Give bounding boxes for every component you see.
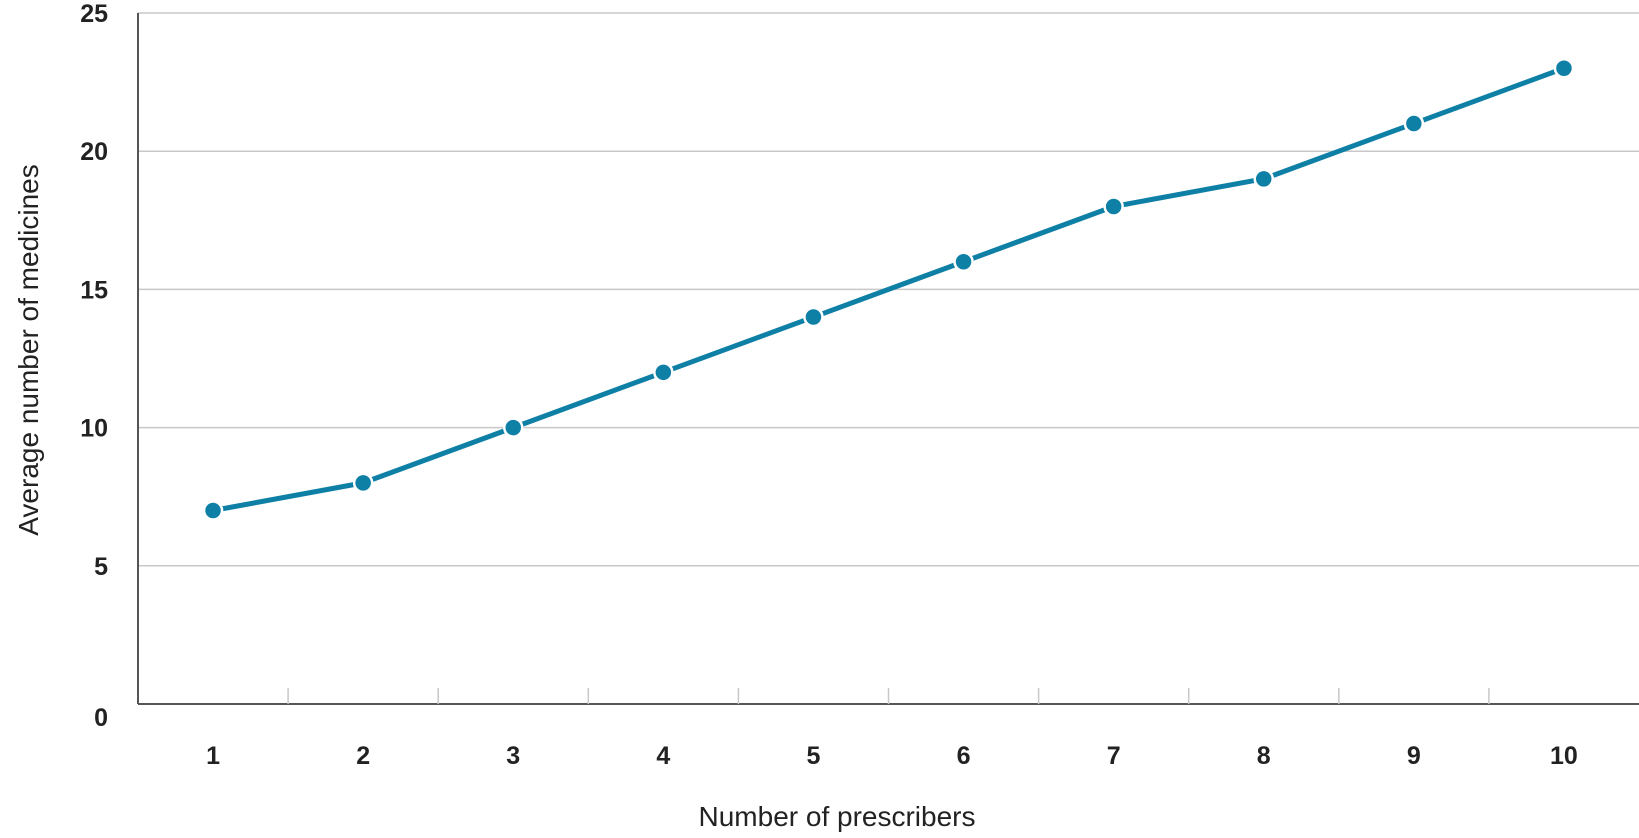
x-tick-label-4: 4 <box>656 742 670 770</box>
y-tick-label-15: 15 <box>80 276 108 304</box>
x-tick-label-5: 5 <box>806 742 820 770</box>
data-point-8 <box>1253 168 1274 190</box>
x-tick-label-8: 8 <box>1257 742 1271 770</box>
x-tick-label-10: 10 <box>1550 742 1578 770</box>
data-point-10 <box>1553 58 1575 79</box>
y-tick-label-25: 25 <box>80 0 108 28</box>
y-tick-labels: 0 5 10 15 20 25 <box>80 0 108 732</box>
x-tick-label-9: 9 <box>1407 742 1421 770</box>
x-tick-label-3: 3 <box>506 742 520 770</box>
x-tick-labels: 1 2 3 4 5 6 7 8 9 10 <box>206 742 1578 770</box>
data-point-4 <box>653 362 674 383</box>
data-point-1 <box>202 500 224 521</box>
data-point-2 <box>352 472 374 494</box>
y-tick-label-0: 0 <box>94 704 108 732</box>
data-point-3 <box>503 417 524 438</box>
data-point-5 <box>803 306 824 328</box>
data-point-7 <box>1103 196 1124 217</box>
y-tick-label-10: 10 <box>80 415 108 443</box>
x-tick-label-7: 7 <box>1107 742 1121 770</box>
x-tick-label-6: 6 <box>957 742 971 770</box>
x-tick-label-1: 1 <box>206 742 220 770</box>
data-point-6 <box>953 251 974 273</box>
y-tick-label-5: 5 <box>94 553 108 581</box>
y-tick-label-20: 20 <box>80 138 108 166</box>
data-point-9 <box>1403 113 1425 134</box>
y-axis-title: Average number of medicines <box>13 164 44 535</box>
x-tick-label-2: 2 <box>356 742 370 770</box>
axes <box>137 13 1639 705</box>
series-line <box>210 65 1567 514</box>
x-axis-title: Number of prescribers <box>699 801 976 832</box>
series <box>202 58 1575 521</box>
